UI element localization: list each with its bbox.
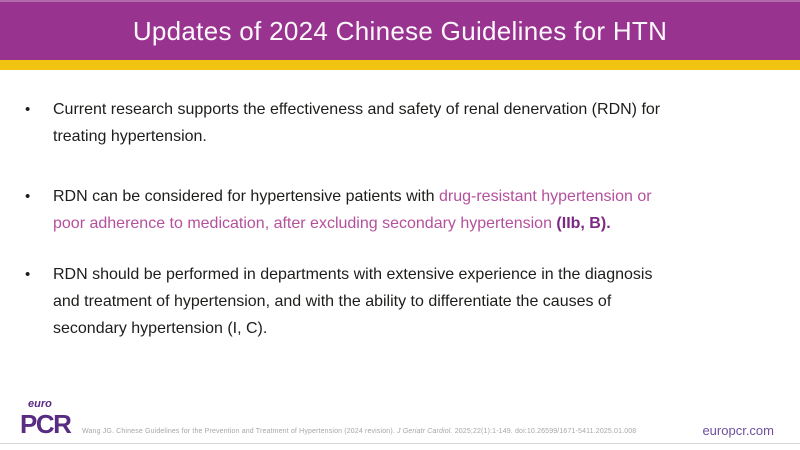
bullet-marker: • (25, 188, 31, 205)
bullet-text: RDN can be considered for hypertensive p… (53, 183, 652, 237)
bullet-line: and treatment of hypertension, and with … (53, 288, 652, 315)
citation-journal: J Geriatr Cardiol. (397, 428, 453, 435)
bullet-line: RDN should be performed in departments w… (53, 261, 652, 288)
bullet-segment: RDN can be considered for hypertensive p… (53, 188, 439, 205)
bullet-line: Current research supports the effectiven… (53, 96, 660, 123)
bullet-line: secondary hypertension (I, C). (53, 315, 652, 342)
bullet-line: treating hypertension. (53, 123, 660, 150)
bullet-text: Current research supports the effectiven… (53, 96, 660, 150)
slide-title: Updates of 2024 Chinese Guidelines for H… (132, 15, 668, 46)
bullet-segment: poor adherence to medication, after excl… (53, 215, 557, 232)
gold-stripe (0, 60, 800, 70)
europcr-logo: euro PCR (20, 398, 72, 439)
bullet-segment: RDN should be performed in departments w… (53, 266, 653, 283)
bullet-segment: treating hypertension. (53, 128, 207, 145)
bottom-hairline (0, 443, 800, 444)
europcr-website-text: europcr.com (702, 423, 774, 438)
bullet-segment: Current research supports the effectiven… (53, 101, 661, 118)
citation-part1: Wang JG. Chinese Guidelines for the Prev… (82, 428, 397, 435)
bullet-text: RDN should be performed in departments w… (53, 261, 652, 342)
bullet-list: • Current research supports the effective… (0, 70, 800, 342)
citation-part3: 2025;22(1):1-149. doi:10.26599/1671-5411… (452, 428, 637, 435)
bullet-line: poor adherence to medication, after excl… (53, 210, 652, 237)
bullet-segment: secondary hypertension (I, C). (53, 320, 268, 337)
bullet-item: • RDN can be considered for hypertensive … (25, 183, 800, 237)
citation: Wang JG. Chinese Guidelines for the Prev… (82, 428, 636, 435)
bullet-segment: and treatment of hypertension, and with … (53, 293, 612, 310)
bullet-item: • Current research supports the effective… (25, 96, 800, 150)
europcr-logo-euro: euro (28, 398, 52, 410)
bullet-item: • RDN should be performed in departments … (25, 261, 800, 342)
europcr-logo-pcr: PCR (20, 409, 72, 439)
bullet-marker: • (25, 101, 31, 118)
bullet-segment: (IIb, B). (556, 215, 611, 232)
bullet-segment: drug-resistant hypertension or (438, 188, 652, 205)
bullet-marker: • (25, 266, 31, 283)
bullet-line: RDN can be considered for hypertensive p… (53, 183, 652, 210)
title-bar: Updates of 2024 Chinese Guidelines for H… (0, 0, 800, 60)
